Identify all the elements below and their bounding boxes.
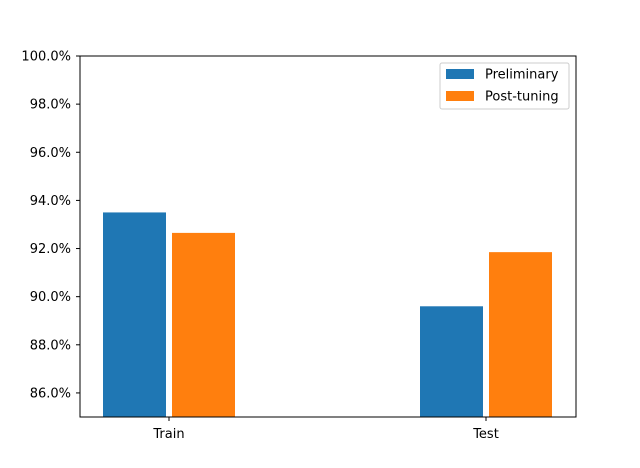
y-tick-label: 92.0% [30, 242, 71, 257]
x-tick-label: Train [152, 427, 184, 442]
y-axis: 86.0% 88.0% 90.0% 92.0% 94.0% 96.0% 98.0% 100.0… [21, 50, 80, 401]
x-tick-label: Test [472, 427, 499, 442]
legend-label: Post-tuning [485, 90, 559, 105]
bar-train-post-tuning [172, 232, 235, 417]
y-tick-label: 98.0% [30, 98, 71, 113]
bars-layer [103, 212, 552, 417]
bar-test-post-tuning [489, 252, 552, 417]
legend-label: Preliminary [485, 68, 559, 83]
y-tick-label: 88.0% [30, 338, 71, 353]
bar-train-preliminary [103, 212, 166, 417]
plot-frame [79, 55, 577, 418]
y-tick-label: 100.0% [21, 50, 71, 65]
bar-test-preliminary [420, 306, 483, 417]
y-tick-label: 86.0% [30, 386, 71, 401]
y-tick-label: 96.0% [30, 146, 71, 161]
legend-swatch [446, 69, 474, 79]
legend-swatch [446, 91, 474, 101]
legend: Preliminary Post-tuning [439, 62, 570, 110]
x-axis: Train Test [152, 417, 499, 442]
y-tick-label: 94.0% [30, 194, 71, 209]
y-tick-label: 90.0% [30, 290, 71, 305]
